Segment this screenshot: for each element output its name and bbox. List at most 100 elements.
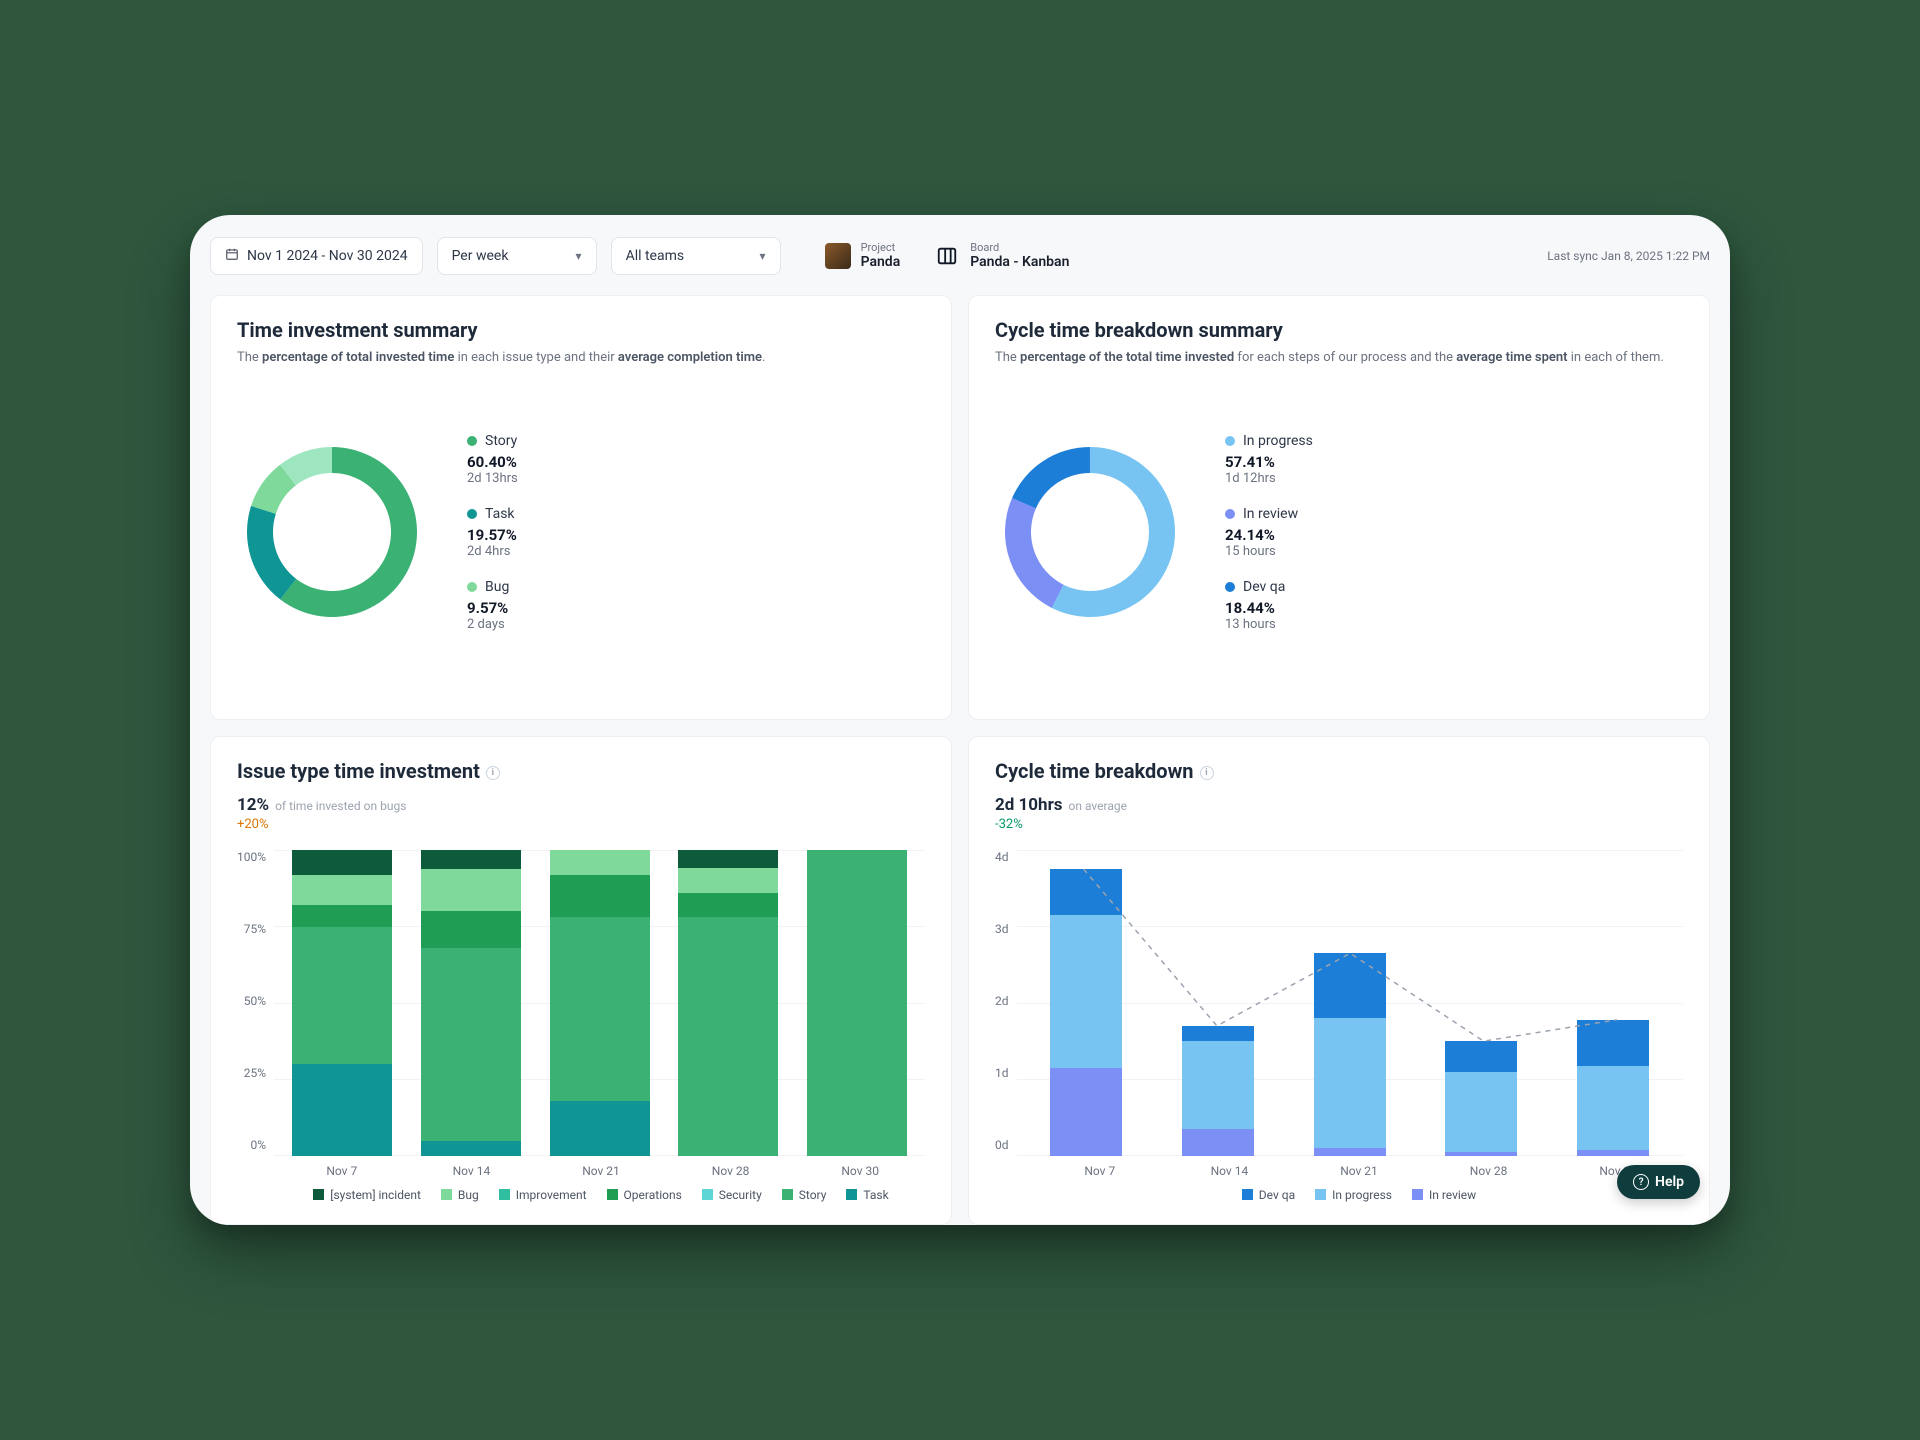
donut-segment[interactable] — [1005, 498, 1064, 608]
time-investment-donut — [237, 437, 427, 627]
bar-segment — [1050, 915, 1122, 1068]
legend-dot-icon — [467, 582, 477, 592]
legend-swatch-icon — [846, 1189, 857, 1200]
bar-segment — [550, 850, 650, 874]
legend-item[interactable]: [system] incident — [313, 1188, 421, 1202]
bar-segment — [292, 1064, 392, 1156]
board-indicator[interactable]: Board Panda - Kanban — [934, 242, 1069, 271]
legend-item[interactable]: In progress 57.41% 1d 12hrs — [1225, 433, 1313, 486]
legend-swatch-icon — [441, 1189, 452, 1200]
help-label: Help — [1655, 1174, 1684, 1190]
legend-label: Bug — [458, 1188, 479, 1202]
legend-item[interactable]: Dev qa 18.44% 13 hours — [1225, 579, 1313, 632]
legend-time: 13 hours — [1225, 617, 1313, 632]
cycle-chart-card: Cycle time breakdowni 2d 10hrs on averag… — [968, 736, 1710, 1225]
project-label: Project — [861, 242, 901, 255]
legend-pct: 60.40% — [467, 453, 518, 471]
cycle-summary-card: Cycle time breakdown summary The percent… — [968, 295, 1710, 720]
legend-label: Dev qa — [1243, 579, 1285, 595]
bar-column[interactable] — [678, 850, 778, 1156]
bar-column[interactable] — [1577, 850, 1649, 1156]
legend-swatch-icon — [607, 1189, 618, 1200]
metric-value: 2d 10hrs — [995, 795, 1063, 815]
bar-column[interactable] — [807, 850, 907, 1156]
legend-swatch-icon — [782, 1189, 793, 1200]
legend-label: [system] incident — [330, 1188, 421, 1202]
bar-segment — [1182, 1129, 1254, 1156]
help-button[interactable]: ? Help — [1617, 1165, 1700, 1199]
legend-label: In review — [1429, 1188, 1476, 1202]
bar-segment — [1314, 1018, 1386, 1148]
bar-segment — [678, 850, 778, 868]
metric-value: 12% — [237, 795, 269, 815]
bar-segment — [1445, 1072, 1517, 1152]
calendar-icon — [225, 247, 239, 265]
bar-segment — [550, 875, 650, 918]
legend-item[interactable]: Dev qa — [1242, 1188, 1295, 1202]
bar-segment — [550, 917, 650, 1101]
legend-label: In progress — [1243, 433, 1313, 449]
bar-segment — [1577, 1020, 1649, 1066]
legend-pct: 18.44% — [1225, 599, 1313, 617]
project-indicator[interactable]: Project Panda — [825, 242, 901, 271]
legend-item[interactable]: Operations — [607, 1188, 682, 1202]
date-range-picker[interactable]: Nov 1 2024 - Nov 30 2024 — [210, 237, 423, 275]
x-tick: Nov 14 — [421, 1164, 521, 1178]
y-axis: 100%75%50%25%0% — [237, 850, 274, 1156]
project-name: Panda — [861, 254, 901, 270]
legend-item[interactable]: Improvement — [499, 1188, 587, 1202]
legend-item[interactable]: Task — [846, 1188, 888, 1202]
bar-column[interactable] — [550, 850, 650, 1156]
bar-column[interactable] — [1445, 850, 1517, 1156]
legend-item[interactable]: In review 24.14% 15 hours — [1225, 506, 1313, 559]
legend-item[interactable]: In review — [1412, 1188, 1476, 1202]
legend-item[interactable]: Security — [702, 1188, 762, 1202]
legend-item[interactable]: Bug — [441, 1188, 479, 1202]
legend-dot-icon — [467, 436, 477, 446]
bar-segment — [1577, 1066, 1649, 1150]
legend-item[interactable]: Bug 9.57% 2 days — [467, 579, 518, 632]
bar-segment — [678, 868, 778, 892]
bar-column[interactable] — [292, 850, 392, 1156]
x-tick: Nov 30 — [810, 1164, 910, 1178]
legend-pct: 19.57% — [467, 526, 518, 544]
board-icon — [934, 243, 960, 269]
legend-item[interactable]: In progress — [1315, 1188, 1392, 1202]
legend-swatch-icon — [1242, 1189, 1253, 1200]
legend-swatch-icon — [1412, 1189, 1423, 1200]
x-axis: Nov 7Nov 14Nov 21Nov 28Nov 30 — [1035, 1164, 1683, 1178]
bar-segment — [1050, 869, 1122, 915]
help-icon: ? — [1633, 1174, 1649, 1190]
legend-item[interactable]: Story 60.40% 2d 13hrs — [467, 433, 518, 486]
info-icon[interactable]: i — [486, 766, 500, 780]
bar-segment — [1314, 1148, 1386, 1156]
legend-item[interactable]: Story — [782, 1188, 827, 1202]
donut-segment[interactable] — [1012, 447, 1090, 508]
card-subtitle: The percentage of the total time investe… — [995, 348, 1683, 368]
legend-swatch-icon — [702, 1189, 713, 1200]
card-title: Cycle time breakdown summary — [995, 318, 1683, 342]
legend-label: Bug — [485, 579, 509, 595]
chart-legend: Dev qa In progress In review — [1035, 1188, 1683, 1202]
x-tick: Nov 7 — [292, 1164, 392, 1178]
bar-column[interactable] — [1182, 850, 1254, 1156]
metric-sub: of time invested on bugs — [275, 799, 406, 813]
donut-segment[interactable] — [247, 506, 296, 600]
info-icon[interactable]: i — [1200, 766, 1214, 780]
bar-column[interactable] — [1314, 850, 1386, 1156]
legend-label: In progress — [1332, 1188, 1392, 1202]
cadence-select[interactable]: Per week ▾ — [437, 237, 597, 275]
bar-column[interactable] — [421, 850, 521, 1156]
legend-label: Dev qa — [1259, 1188, 1295, 1202]
legend-time: 2d 13hrs — [467, 471, 518, 486]
legend-item[interactable]: Task 19.57% 2d 4hrs — [467, 506, 518, 559]
bar-segment — [1050, 1068, 1122, 1156]
bar-segment — [421, 850, 521, 868]
dashboard-frame: Nov 1 2024 - Nov 30 2024 Per week ▾ All … — [190, 215, 1730, 1225]
legend-swatch-icon — [499, 1189, 510, 1200]
last-sync-text: Last sync Jan 8, 2025 1:22 PM — [1547, 249, 1710, 263]
time-investment-legend: Story 60.40% 2d 13hrs Task 19.57% 2d 4hrs… — [467, 433, 518, 632]
bar-column[interactable] — [1050, 850, 1122, 1156]
teams-select[interactable]: All teams ▾ — [611, 237, 781, 275]
y-axis: 4d3d2d1d0d — [995, 850, 1017, 1156]
